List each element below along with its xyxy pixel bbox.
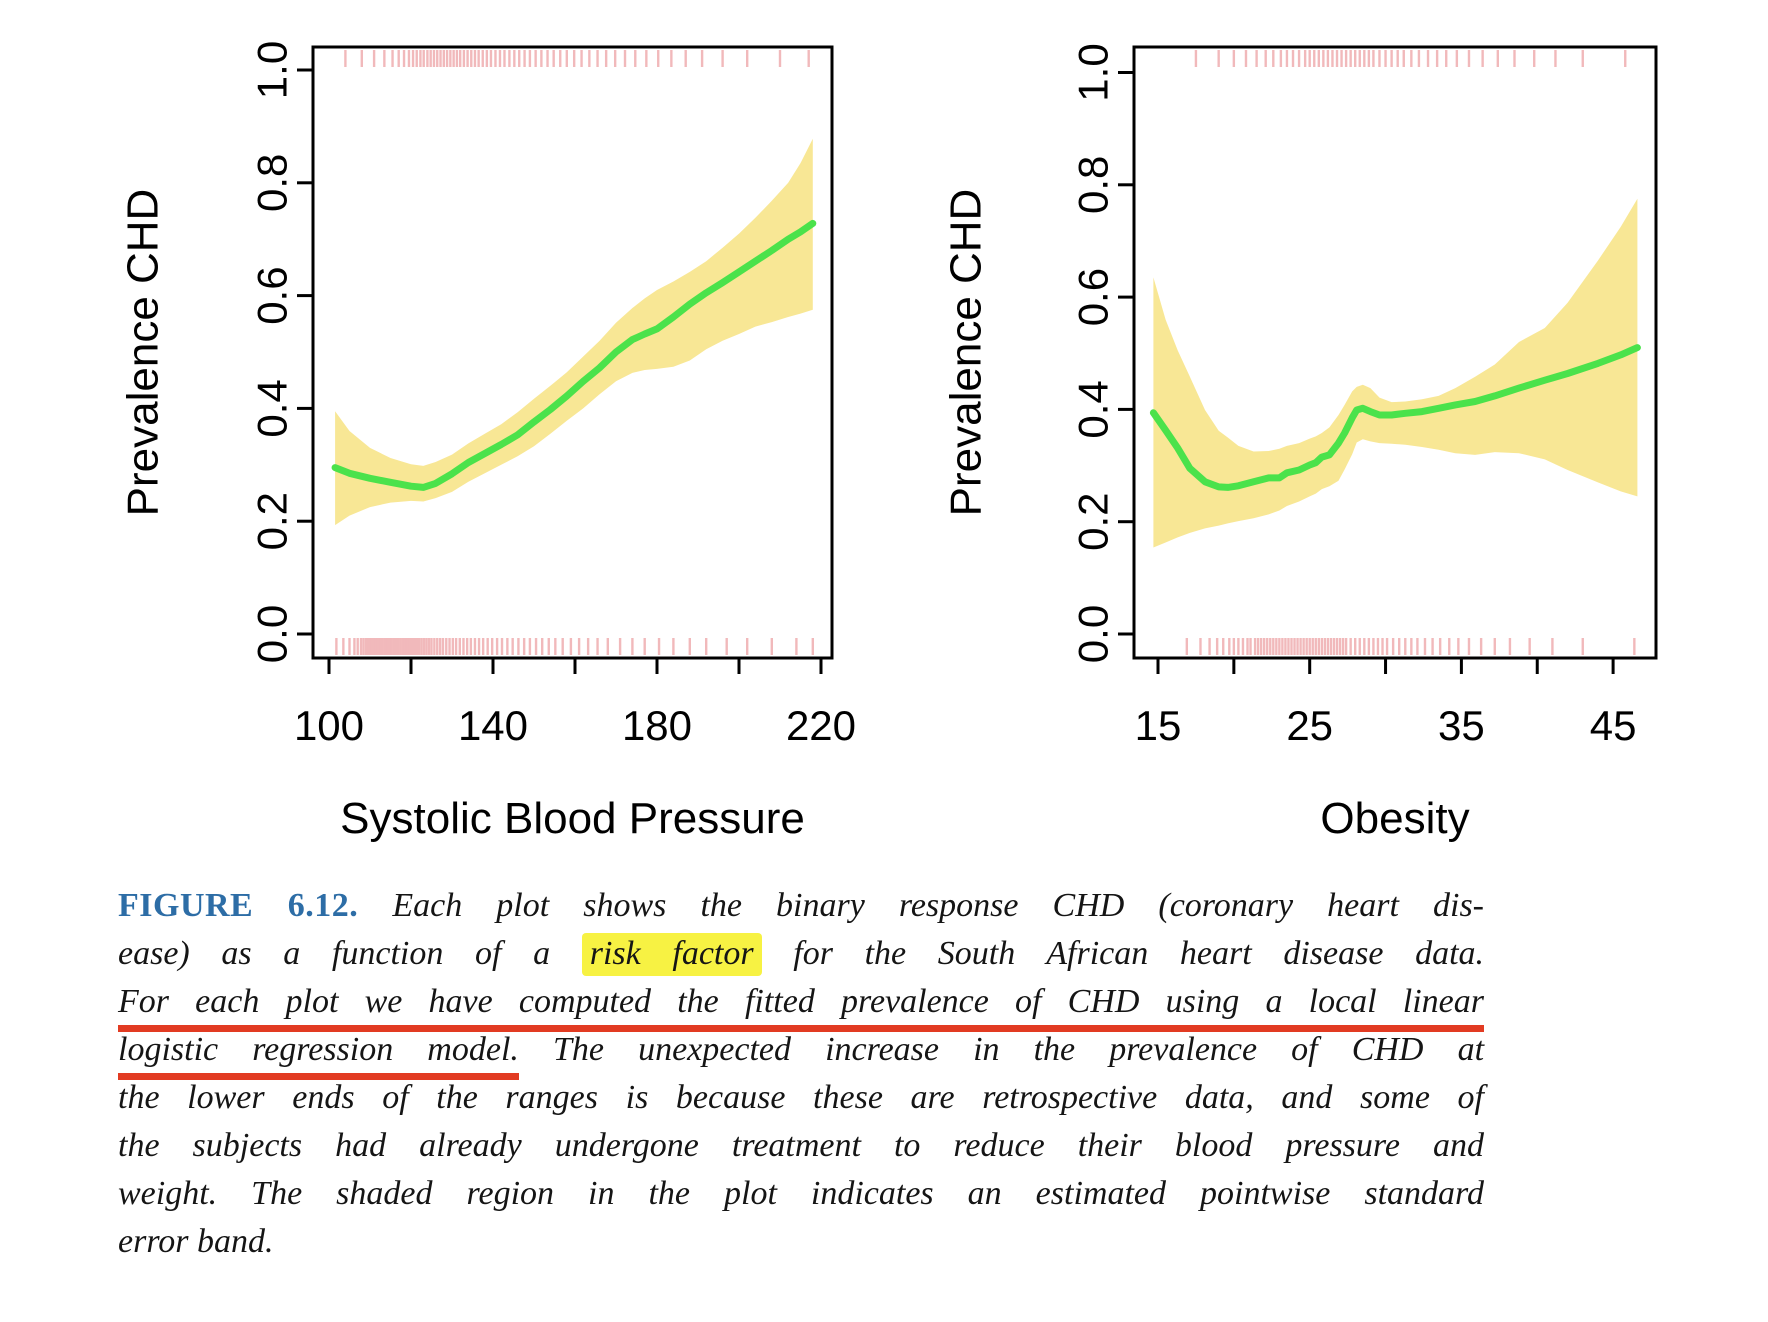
- caption-line-6: the subjects had already undergone treat…: [118, 1122, 1484, 1170]
- x-tick-label: 140: [458, 702, 528, 749]
- caption-text: The unexpected increase in the prevalenc…: [553, 1031, 1485, 1068]
- caption-text: the lower ends of the ranges is because …: [118, 1079, 1484, 1116]
- y-tick-label: 0.4: [1070, 380, 1117, 438]
- x-tick-label: 180: [622, 702, 692, 749]
- caption-line-3: For each plot we have computed the fitte…: [118, 978, 1484, 1032]
- figure-caption: FIGURE 6.12. Each plot shows the binary …: [118, 882, 1484, 1266]
- caption-text: for the South African heart disease data…: [793, 935, 1485, 972]
- fitted-curve: [1149, 344, 1641, 491]
- y-tick-label: 0.6: [249, 266, 296, 324]
- caption-text: weight. The shaded region in the plot in…: [118, 1175, 1484, 1212]
- y-tick-label: 0.0: [1070, 605, 1117, 663]
- caption-line-4: logistic regression model. The unexpecte…: [118, 1026, 1485, 1080]
- standard-error-band: [1153, 198, 1638, 548]
- y-tick-label: 0.2: [249, 492, 296, 550]
- highlighted-phrase: risk factor: [581, 933, 762, 976]
- y-tick-label: 1.0: [1070, 43, 1117, 101]
- x-axis: 100 140 180 220 Systolic Blood Pressure: [294, 659, 856, 843]
- red-underlined-phrase: For each plot we have computed the fitte…: [118, 983, 1484, 1032]
- y-tick-label: 1.0: [249, 41, 296, 99]
- x-axis-title: Systolic Blood Pressure: [340, 794, 805, 843]
- caption-line-8: error band.: [118, 1218, 1484, 1266]
- caption-line-2: ease) as a function of a risk factor for…: [118, 930, 1484, 978]
- caption-text: Each plot shows the binary response CHD …: [392, 887, 1484, 924]
- rug-bottom-chd0: [335, 638, 814, 655]
- caption-text: the subjects had already undergone treat…: [118, 1127, 1484, 1164]
- plot-obesity: 15 25 35 45 Obesity 0.0 0.2 0.4 0.6 0.8 1.0 Prevale…: [942, 43, 1658, 843]
- figure-number-label: FIGURE 6.12.: [118, 887, 359, 924]
- fitted-curve: [331, 219, 817, 491]
- caption-line-5: the lower ends of the ranges is because …: [118, 1074, 1484, 1122]
- rug-top-chd1: [344, 50, 810, 67]
- y-axis-title: Prevalence CHD: [942, 189, 991, 517]
- x-tick-label: 15: [1135, 702, 1182, 749]
- x-axis: 15 25 35 45 Obesity: [1135, 659, 1637, 843]
- plot-frame: [311, 45, 834, 660]
- rug-bottom-chd0: [1185, 638, 1636, 655]
- y-tick-label: 0.8: [1070, 156, 1117, 214]
- rug-top-chd1: [1194, 50, 1627, 67]
- x-axis-title: Obesity: [1320, 794, 1469, 843]
- caption-text: ease) as a function of a: [118, 935, 551, 972]
- x-tick-label: 100: [294, 702, 364, 749]
- x-tick-label: 25: [1286, 702, 1333, 749]
- y-axis-title: Prevalence CHD: [119, 189, 168, 517]
- x-tick-label: 35: [1438, 702, 1485, 749]
- y-tick-label: 0.6: [1070, 268, 1117, 326]
- caption-line-1: FIGURE 6.12. Each plot shows the binary …: [118, 882, 1484, 930]
- y-axis: 0.0 0.2 0.4 0.6 0.8 1.0 Prevalence CHD: [119, 41, 312, 663]
- caption-line-7: weight. The shaded region in the plot in…: [118, 1170, 1484, 1218]
- standard-error-band: [335, 138, 813, 526]
- x-tick-label: 220: [786, 702, 856, 749]
- caption-text: error band.: [118, 1223, 274, 1260]
- x-tick-label: 45: [1590, 702, 1637, 749]
- plot-frame: [1132, 45, 1658, 660]
- y-tick-label: 0.2: [1070, 493, 1117, 551]
- y-tick-label: 0.4: [249, 379, 296, 437]
- y-tick-label: 0.8: [249, 154, 296, 212]
- y-tick-label: 0.0: [249, 605, 296, 663]
- red-underlined-phrase: logistic regression model.: [118, 1031, 519, 1080]
- y-axis: 0.0 0.2 0.4 0.6 0.8 1.0 Prevalence CHD: [942, 43, 1133, 663]
